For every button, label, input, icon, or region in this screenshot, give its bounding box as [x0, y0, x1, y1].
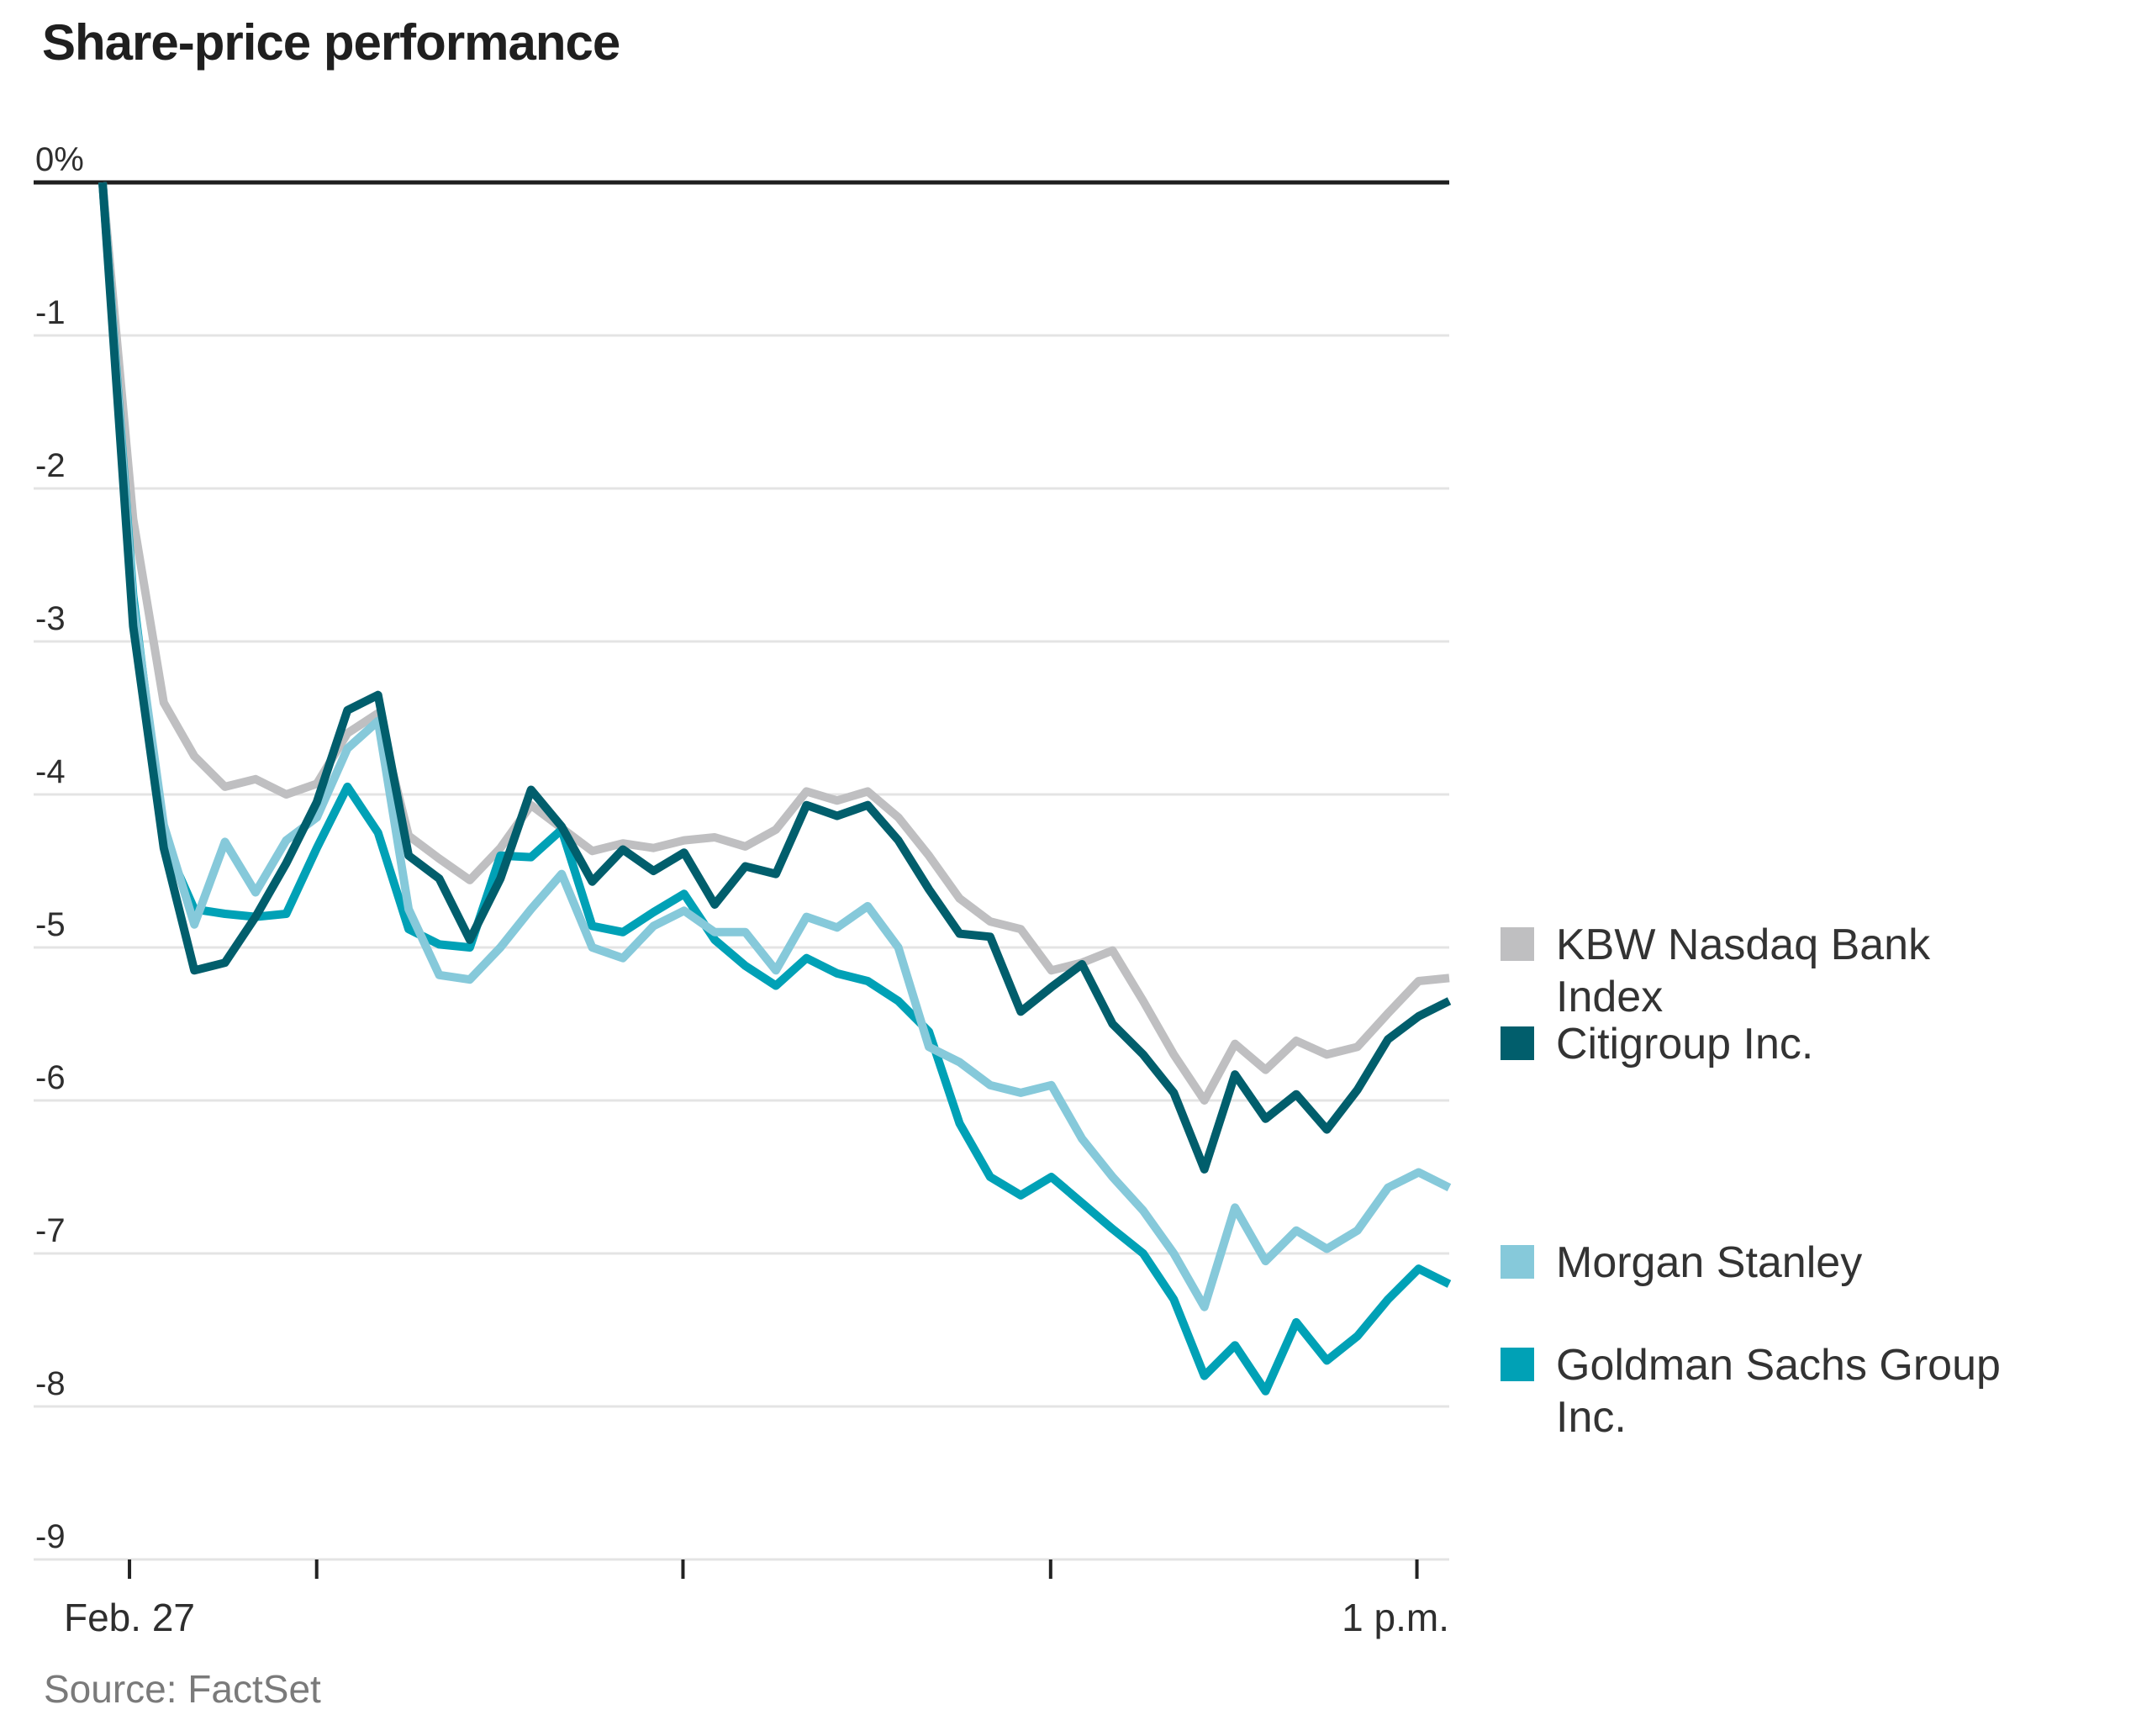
y-axis-tick-label: -8: [35, 1365, 66, 1402]
y-axis-tick-label: -1: [35, 294, 66, 331]
source-attribution: Source: FactSet: [44, 1667, 321, 1711]
series-line-goldman-sachs-group-inc-: [98, 182, 1452, 1396]
series-line-citigroup-inc-: [98, 182, 1452, 1174]
y-axis-tick-label: -2: [35, 447, 66, 484]
y-axis-tick-label: -7: [35, 1212, 66, 1249]
x-axis-label-right: 1 p.m.: [1342, 1596, 1449, 1639]
y-axis-tick-label: 0%: [35, 141, 84, 178]
chart-title: Share-price performance: [42, 14, 620, 71]
x-axis-label-left: Feb. 27: [64, 1596, 195, 1639]
series-line-morgan-stanley: [98, 182, 1452, 1311]
y-axis-tick-label: -6: [35, 1059, 66, 1096]
y-axis-tick-label: -4: [35, 753, 66, 790]
y-axis-tick-label: -9: [35, 1518, 66, 1555]
y-axis-tick-label: -5: [35, 906, 66, 943]
y-axis-tick-label: -3: [35, 600, 66, 637]
